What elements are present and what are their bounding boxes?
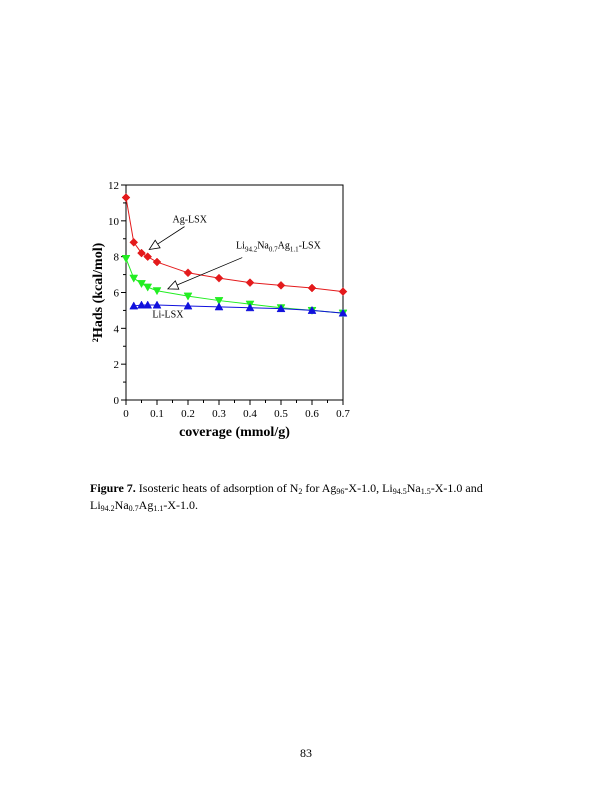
y-tick-label: 8 xyxy=(114,252,120,264)
data-point xyxy=(183,292,193,301)
data-point xyxy=(143,252,153,262)
annotation-arrow-1-shaft xyxy=(176,257,243,286)
figure-caption: Figure 7. Isosteric heats of adsorption … xyxy=(90,481,483,513)
figure-label: Figure 7. xyxy=(90,481,136,495)
series-2 xyxy=(133,304,344,314)
data-point xyxy=(245,278,255,287)
chart: 0 2 4 6 8 10 12 0 0.1 0.2 0.3 0.4 0.5 0.6 0.7 coverage … xyxy=(91,180,350,440)
page-number: 83 xyxy=(300,746,312,760)
y-tick-label: 6 xyxy=(114,288,120,300)
y-axis-title: ²Hads (kcal/mol) xyxy=(91,242,106,342)
data-point xyxy=(143,300,153,309)
x-axis-title: coverage (mmol/g) xyxy=(179,425,290,440)
y-tick-label: 0 xyxy=(114,395,120,407)
data-point xyxy=(338,308,348,317)
x-tick-label: 0.1 xyxy=(150,408,164,420)
y-tick-label: 10 xyxy=(108,216,120,228)
data-point xyxy=(307,305,317,314)
annotation-arrow-0-head xyxy=(148,239,161,251)
x-tick-label: 0.3 xyxy=(212,408,226,420)
x-tick-label: 0.6 xyxy=(305,408,319,420)
plot-frame xyxy=(125,184,344,401)
x-tick-label: 0.4 xyxy=(243,408,257,420)
data-point xyxy=(137,300,146,309)
data-point xyxy=(338,287,348,296)
data-point xyxy=(214,297,224,306)
annotation-label: Li-LSX xyxy=(152,310,184,321)
data-point xyxy=(129,274,139,283)
x-tick-label: 0.2 xyxy=(181,408,195,420)
data-point xyxy=(276,304,286,313)
series-line xyxy=(133,304,344,314)
data-point xyxy=(143,283,153,292)
data-point xyxy=(183,301,193,310)
x-tick-label: 0.7 xyxy=(336,408,350,420)
data-point xyxy=(137,248,146,258)
data-point xyxy=(152,257,162,267)
data-point xyxy=(152,287,162,296)
data-point xyxy=(214,273,224,283)
y-tick-label: 4 xyxy=(114,323,120,335)
data-point xyxy=(121,193,131,202)
x-tick-label: 0 xyxy=(123,408,129,420)
data-point xyxy=(214,302,224,311)
annotation-label: Ag-LSX xyxy=(173,215,208,226)
data-point xyxy=(129,301,139,310)
data-point xyxy=(129,237,139,247)
annotation-arrow-1-head xyxy=(166,280,180,290)
data-point xyxy=(152,300,162,309)
x-tick-label: 0.5 xyxy=(274,408,288,420)
y-tick-label: 12 xyxy=(108,180,119,192)
data-point xyxy=(307,283,317,293)
data-point xyxy=(183,268,193,278)
y-tick-label: 2 xyxy=(114,359,120,371)
annotation-arrow-0-shaft xyxy=(157,226,185,245)
data-point xyxy=(121,255,131,263)
annotation-label: Li94.2Na0.7Ag1.1-LSX xyxy=(236,241,322,254)
data-point xyxy=(276,280,286,290)
data-point xyxy=(245,303,255,312)
